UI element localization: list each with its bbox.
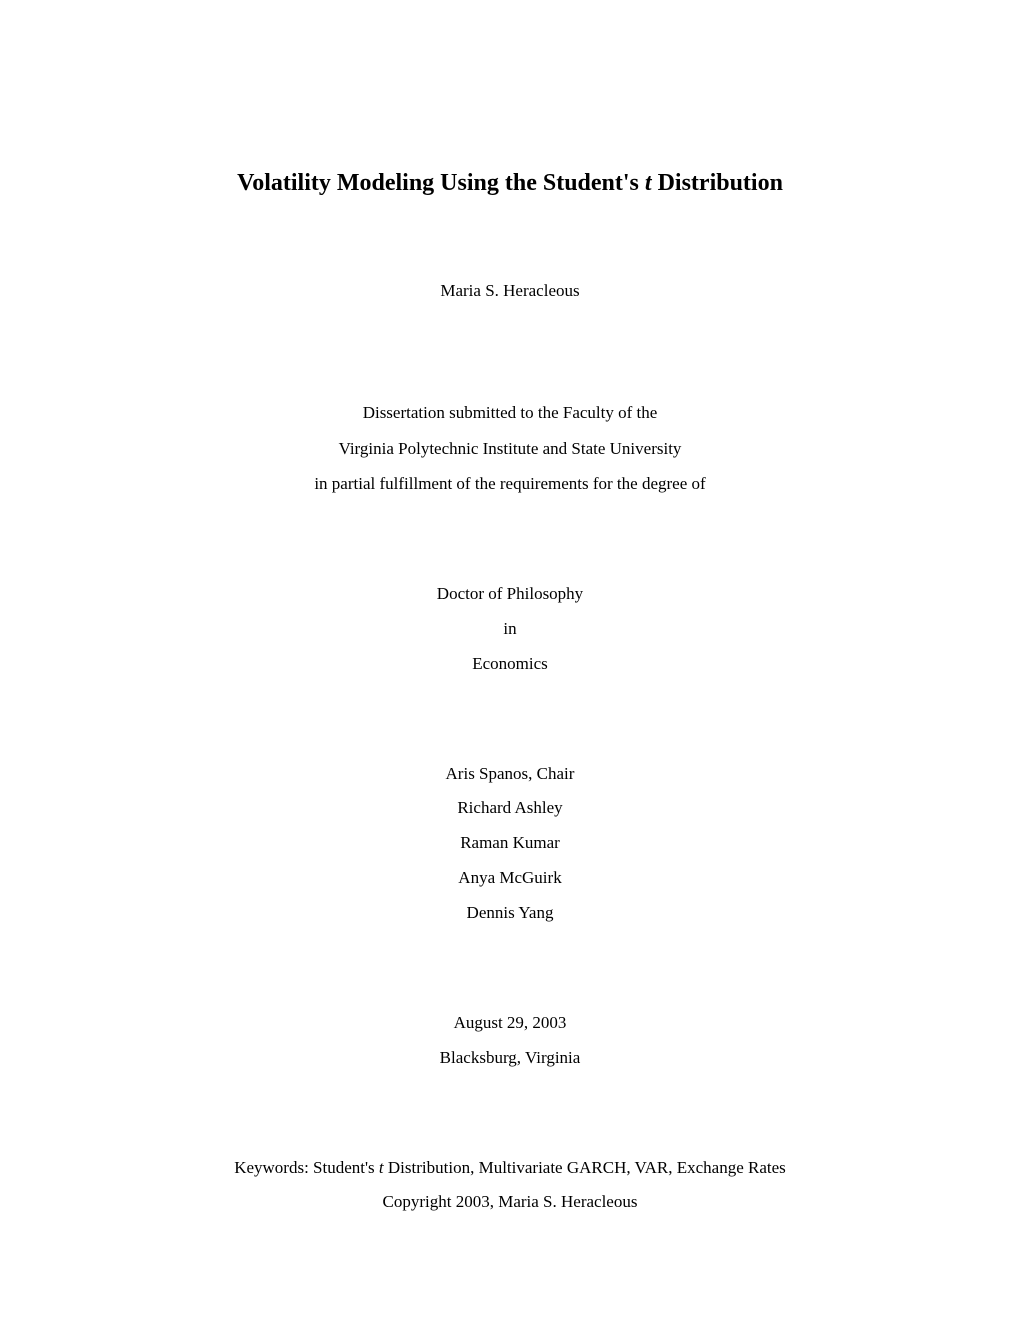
copyright-line: Copyright 2003, Maria S. Heracleous: [140, 1185, 880, 1220]
submission-block: Dissertation submitted to the Faculty of…: [140, 395, 880, 502]
keywords-block: Keywords: Student's t Distribution, Mult…: [140, 1151, 880, 1221]
degree-line-3: Economics: [140, 647, 880, 682]
degree-line-1: Doctor of Philosophy: [140, 577, 880, 612]
committee-block: Aris Spanos, Chair Richard Ashley Raman …: [140, 757, 880, 931]
dissertation-title: Volatility Modeling Using the Student's …: [140, 170, 880, 197]
degree-block: Doctor of Philosophy in Economics: [140, 577, 880, 682]
degree-line-2: in: [140, 612, 880, 647]
committee-member: Aris Spanos, Chair: [140, 757, 880, 792]
title-italic: t: [645, 170, 652, 196]
committee-member: Richard Ashley: [140, 791, 880, 826]
keywords-line: Keywords: Student's t Distribution, Mult…: [140, 1151, 880, 1186]
submission-line-2: Virginia Polytechnic Institute and State…: [140, 431, 880, 467]
date-location-block: August 29, 2003 Blacksburg, Virginia: [140, 1006, 880, 1076]
defense-location: Blacksburg, Virginia: [140, 1041, 880, 1076]
committee-member: Anya McGuirk: [140, 861, 880, 896]
keywords-suffix: Distribution, Multivariate GARCH, VAR, E…: [384, 1158, 786, 1177]
submission-line-3: in partial fulfillment of the requiremen…: [140, 466, 880, 502]
keywords-prefix: Keywords: Student's: [234, 1158, 379, 1177]
submission-line-1: Dissertation submitted to the Faculty of…: [140, 395, 880, 431]
title-page: Volatility Modeling Using the Student's …: [0, 0, 1020, 1220]
committee-member: Dennis Yang: [140, 896, 880, 931]
committee-member: Raman Kumar: [140, 826, 880, 861]
title-suffix: Distribution: [652, 170, 783, 196]
author-name: Maria S. Heracleous: [140, 281, 880, 301]
title-prefix: Volatility Modeling Using the Student's: [237, 170, 645, 196]
defense-date: August 29, 2003: [140, 1006, 880, 1041]
